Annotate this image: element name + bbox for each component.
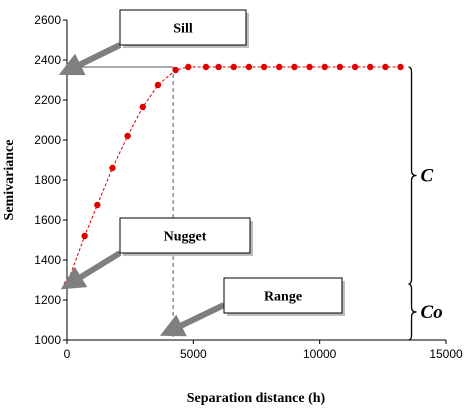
data-point [367, 63, 374, 71]
x-tick-label: 5000 [180, 347, 207, 361]
c-label: C [421, 166, 434, 187]
y-axis-label: Semivariance [2, 140, 17, 221]
data-point [139, 103, 146, 111]
data-point [63, 280, 71, 288]
data-point [94, 201, 101, 209]
data-point [215, 63, 222, 71]
data-point [245, 63, 253, 71]
sill-arrow [58, 42, 122, 76]
y-tick-label: 1000 [34, 333, 61, 347]
data-point [230, 63, 237, 71]
data-point [291, 63, 298, 71]
data-point [351, 63, 359, 71]
data-point [124, 132, 131, 140]
data-point [81, 232, 88, 240]
data-point [397, 63, 404, 71]
range-arrow [159, 302, 226, 337]
data-point [382, 63, 389, 71]
data-point [109, 164, 116, 172]
data-point [154, 81, 162, 89]
data-point [321, 63, 328, 71]
data-point [276, 63, 283, 71]
x-tick-label: 0 [64, 347, 71, 361]
nugget-arrow [60, 250, 122, 290]
x-tick-label: 10000 [303, 347, 337, 361]
y-tick-label: 1800 [34, 173, 61, 187]
reference-lines [67, 66, 174, 340]
y-tick-label: 1400 [34, 253, 61, 267]
nugget-box [119, 217, 251, 254]
co-brace [408, 283, 417, 341]
y-tick-label: 2400 [34, 53, 61, 67]
y-tick-label: 2000 [34, 133, 61, 147]
data-point [336, 63, 344, 71]
x-axis-label: Separation distance (h) [187, 391, 326, 406]
data-point [202, 63, 210, 71]
y-tick-label: 2600 [34, 13, 61, 27]
data-point [306, 63, 313, 71]
sill-box [119, 9, 247, 46]
y-tick-label: 1600 [34, 213, 61, 227]
axes: 1000 1200 1400 1600 1800 2000 2200 2400 2600 0 500… [34, 13, 463, 361]
data-point [172, 66, 179, 74]
range-label: Range [264, 290, 302, 305]
range-box [223, 277, 343, 314]
x-tick-label: 15000 [429, 347, 463, 361]
y-tick-label: 2200 [34, 93, 61, 107]
annotations: C Co Sill Nugget Range [58, 9, 443, 341]
c-brace [408, 66, 417, 285]
sill-label: Sill [173, 22, 193, 37]
data-point [185, 63, 192, 71]
co-label: Co [421, 302, 443, 323]
data-point [260, 63, 268, 71]
nugget-label: Nugget [164, 230, 207, 245]
y-tick-label: 1200 [34, 293, 61, 307]
